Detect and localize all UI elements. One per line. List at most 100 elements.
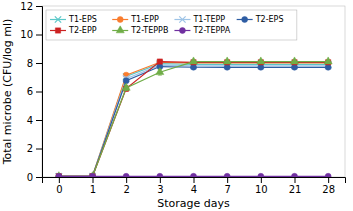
point [156, 68, 164, 75]
point [89, 173, 95, 177]
legend-item: T2-TEPPB [112, 26, 168, 35]
x-tick-label: 28 [322, 184, 335, 195]
series-line [59, 62, 328, 177]
y-tick: 8 [27, 58, 42, 69]
legend-marker [117, 17, 123, 23]
y-tick-mark [36, 120, 42, 121]
point [56, 173, 62, 177]
y-tick: 0 [27, 172, 42, 183]
legend-label: T1-EPP [130, 15, 159, 24]
x-tick-label: 21 [289, 184, 302, 195]
x-tick-mark [227, 177, 228, 183]
series [56, 64, 331, 177]
point [224, 173, 230, 177]
series [55, 57, 332, 177]
point [157, 173, 163, 177]
y-tick-mark [36, 92, 42, 93]
point [90, 174, 95, 177]
legend-item: T2-EPP [50, 26, 97, 35]
point [56, 173, 62, 177]
series-line [59, 62, 328, 177]
x-tick: 4 [191, 177, 197, 195]
point [56, 173, 62, 177]
legend-marker [55, 16, 61, 22]
point [90, 173, 96, 177]
point [123, 173, 129, 177]
legend-marker [55, 28, 60, 33]
x-tick-label: 10 [255, 184, 268, 195]
x-tick-mark [261, 177, 262, 183]
x-tick: 1 [90, 177, 96, 195]
y-tick-label: 6 [27, 86, 33, 97]
point [325, 64, 331, 70]
y-axis-title: Total microbe (CFU/log ml) [1, 19, 14, 166]
y-axis-line [36, 7, 43, 178]
point [90, 173, 96, 177]
legend-item: T1-TEPP [174, 15, 225, 24]
x-tick-label: 2 [123, 184, 129, 195]
y-tick-label: 2 [27, 143, 33, 154]
x-tick-mark [328, 177, 329, 183]
x-tick-label: 3 [157, 184, 163, 195]
series [56, 62, 332, 177]
legend-item: T2-TEPPA [174, 26, 230, 35]
x-tick-label: 4 [191, 184, 197, 195]
y-tick: 4 [27, 115, 42, 126]
plot-frame [42, 6, 345, 177]
series [56, 173, 331, 177]
legend-marker [179, 16, 185, 22]
x-tick-label: 7 [224, 184, 230, 195]
point [325, 173, 331, 177]
marks [55, 57, 332, 177]
point [157, 59, 163, 65]
y-tick-label: 12 [20, 1, 33, 12]
point [189, 57, 197, 64]
point [292, 173, 298, 177]
y-tick-label: 4 [27, 115, 33, 126]
point [258, 64, 264, 70]
y-tick-mark [36, 6, 42, 7]
error-bar [158, 60, 162, 63]
x-tick-mark [126, 177, 127, 183]
series [56, 59, 331, 177]
point [223, 57, 231, 64]
point [55, 172, 63, 177]
chart: 012347102128024681012T1-EPST1-EPPT1-TEPP… [0, 0, 353, 211]
point [56, 173, 62, 177]
legend-label: T1-EPS [68, 15, 97, 24]
x-tick-label: 1 [90, 184, 96, 195]
x-tick-mark [160, 177, 161, 183]
legend-label: T2-TEPPB [130, 26, 168, 35]
legend-label: T2-EPP [68, 26, 97, 35]
y-tick: 2 [27, 143, 42, 154]
legend-item: T2-EPS [237, 15, 284, 24]
y-tick-label: 0 [27, 172, 33, 183]
legend-label: T2-TEPPA [192, 26, 230, 35]
point [90, 173, 96, 177]
point [191, 64, 197, 70]
point [157, 59, 162, 64]
legend-marker [242, 17, 248, 23]
legend-item: T1-EPP [112, 15, 159, 24]
point [56, 173, 62, 177]
y-tick-label: 8 [27, 58, 33, 69]
point [89, 173, 95, 177]
x-axis: 012347102128 [43, 177, 346, 195]
x-tick: 21 [289, 177, 302, 195]
y-tick-mark [36, 177, 42, 178]
legend-marker [179, 28, 185, 34]
x-tick: 3 [157, 177, 163, 195]
y-tick-label: 10 [20, 29, 33, 40]
x-tick: 28 [322, 177, 335, 195]
x-axis-line [43, 178, 346, 184]
y-tick: 6 [27, 86, 42, 97]
legend-label: T2-EPS [255, 15, 284, 24]
y-axis: 0 2 4 6 8 10 12 [20, 1, 42, 183]
x-axis-title: Storage days [157, 197, 230, 210]
y-tick-mark [36, 35, 42, 36]
x-tick: 10 [255, 177, 268, 195]
legend-label: T1-TEPP [192, 15, 225, 24]
point [290, 57, 298, 64]
point [88, 172, 96, 177]
point [224, 64, 230, 70]
